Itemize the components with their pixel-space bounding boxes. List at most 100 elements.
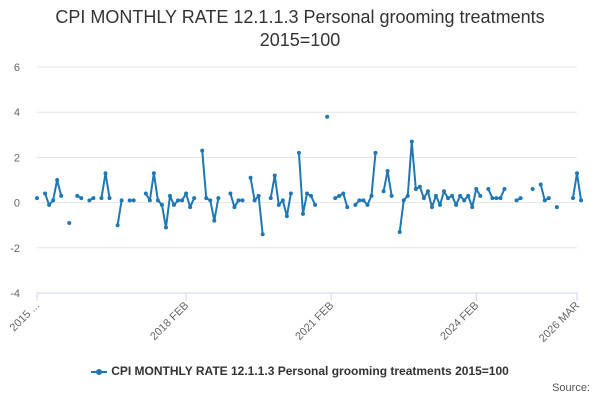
data-point <box>333 196 338 201</box>
data-point <box>466 193 471 198</box>
data-point <box>478 193 483 198</box>
data-point <box>280 198 285 203</box>
data-point <box>389 193 394 198</box>
data-point <box>192 196 197 201</box>
grid-layer <box>37 66 577 294</box>
data-point <box>176 198 181 203</box>
x-tick-label: 2018 FEB <box>148 300 191 343</box>
series-line-segment <box>201 149 220 222</box>
credits[interactable]: Source: <box>552 382 590 394</box>
data-point <box>127 198 132 203</box>
data-point <box>272 173 277 178</box>
data-point <box>115 223 120 228</box>
data-point <box>397 229 402 234</box>
chart-title: CPI MONTHLY RATE 12.1.1.3 Personal groom… <box>0 6 600 52</box>
data-point <box>180 198 185 203</box>
data-point <box>216 196 221 201</box>
data-point <box>442 189 447 194</box>
data-point <box>143 191 148 196</box>
series-line-segment <box>144 172 196 229</box>
data-point <box>373 150 378 155</box>
data-point <box>498 196 503 201</box>
data-point <box>103 171 108 176</box>
series-line-segment <box>297 151 317 215</box>
data-point <box>409 139 414 144</box>
data-point <box>87 198 92 203</box>
data-point <box>284 214 289 219</box>
data-point <box>305 191 309 196</box>
data-point <box>450 193 455 198</box>
data-point <box>421 196 426 201</box>
data-point <box>151 171 156 176</box>
data-point <box>417 184 422 189</box>
series-line-segment <box>229 192 244 209</box>
data-point <box>437 202 442 207</box>
data-point <box>200 148 205 153</box>
data-point <box>172 202 177 207</box>
x-tick-label: 2024 FEB <box>438 300 481 343</box>
data-point <box>184 191 189 196</box>
data-point <box>502 187 507 192</box>
data-point <box>325 114 330 119</box>
data-point <box>131 198 136 203</box>
data-point <box>67 220 72 225</box>
data-point <box>55 178 60 182</box>
data-point <box>401 198 406 203</box>
data-point <box>59 193 64 198</box>
series-line-segment <box>116 199 123 227</box>
data-point <box>381 189 386 194</box>
data-point <box>429 205 434 210</box>
data-point <box>470 205 475 210</box>
legend-series-label: CPI MONTHLY RATE 12.1.1.3 Personal groom… <box>111 364 509 378</box>
y-tick-label: 0 <box>14 198 20 210</box>
data-point <box>107 196 112 201</box>
x-tick-label: 2021 FEB <box>293 300 336 343</box>
data-point <box>167 193 172 198</box>
data-point <box>345 205 350 210</box>
data-point <box>554 205 559 210</box>
data-point <box>91 196 96 201</box>
y-tick-label: 4 <box>14 107 20 119</box>
data-point <box>474 187 479 192</box>
data-point <box>365 202 370 207</box>
data-point <box>546 196 551 201</box>
data-point <box>188 205 193 210</box>
data-point <box>99 196 104 201</box>
data-point <box>575 171 579 176</box>
data-point <box>538 182 543 187</box>
data-point <box>300 211 305 216</box>
y-tick-label: -4 <box>10 288 20 300</box>
data-point <box>490 196 495 201</box>
data-point <box>425 189 430 194</box>
series-line-segment <box>100 172 111 200</box>
data-point <box>446 196 451 201</box>
data-point <box>353 202 358 207</box>
series-line-segment <box>249 176 264 236</box>
data-point <box>369 193 374 198</box>
series-line-segment <box>571 172 583 202</box>
data-point <box>75 193 80 198</box>
axis-layer: -4 -2 0 2 4 6 2015 ... 2018 FEB 2021 FEB 2024 FEB… <box>8 62 582 345</box>
series-line-segment <box>269 174 292 218</box>
series-line-segment <box>398 140 482 233</box>
legend[interactable]: CPI MONTHLY RATE 12.1.1.3 Personal groom… <box>0 364 600 378</box>
chart-title-line-2: 2015=100 <box>259 30 341 50</box>
y-tick-label: 6 <box>14 62 20 74</box>
data-point <box>433 193 438 198</box>
data-point <box>413 187 418 192</box>
data-point <box>337 193 342 198</box>
data-point <box>579 198 584 203</box>
x-tick-label: 2026 MAR <box>537 300 582 345</box>
data-point <box>462 198 467 203</box>
data-point <box>163 225 168 230</box>
data-point <box>240 198 245 203</box>
chart-title-line-1: CPI MONTHLY RATE 12.1.1.3 Personal groom… <box>55 7 545 27</box>
data-point <box>248 175 253 180</box>
data-point <box>341 191 346 196</box>
legend-series-marker <box>91 367 108 377</box>
data-point <box>47 202 52 207</box>
series-layer <box>35 114 584 237</box>
data-point <box>276 202 281 207</box>
data-point <box>228 191 233 196</box>
data-point <box>494 196 499 201</box>
